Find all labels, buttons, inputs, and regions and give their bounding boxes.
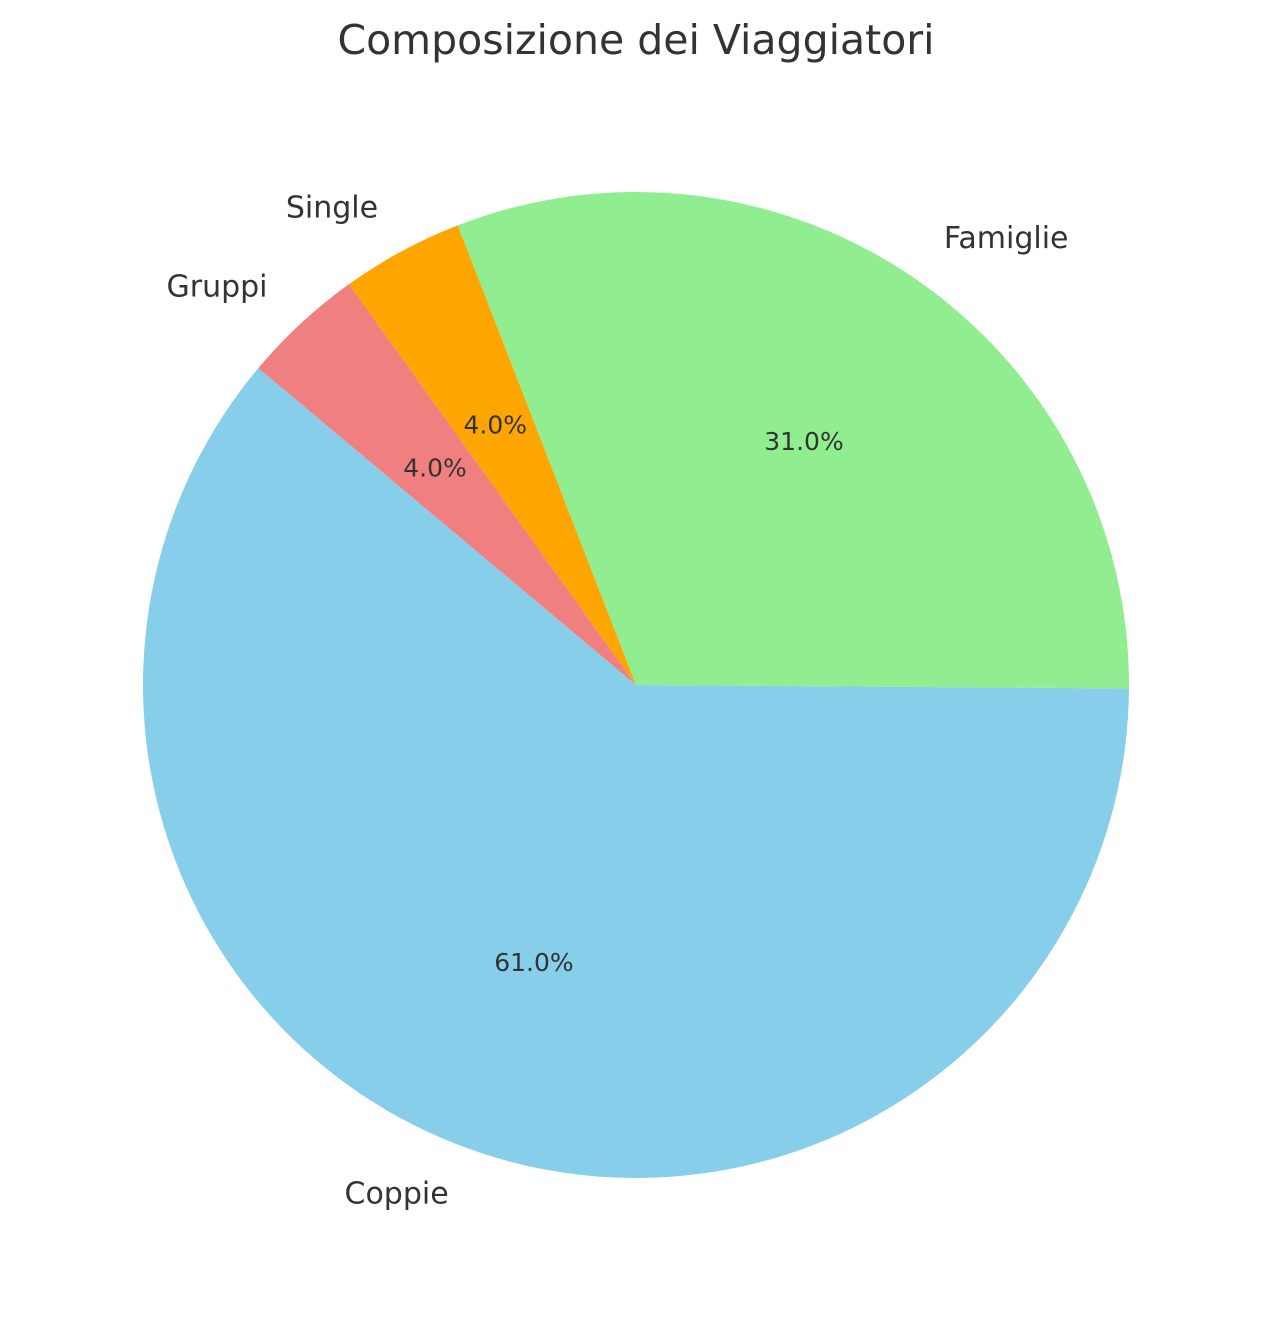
pie-slice-famiglie [457,191,1130,689]
slice-value-gruppi: 4.0% [403,454,467,483]
slice-value-single: 4.0% [464,410,528,439]
pie-slices [143,191,1130,1179]
slice-label-coppie: Coppie [345,1176,449,1211]
pie-labels: Coppie 61.0% Famiglie 31.0% Single 4.0% Gruppi… [166,191,1068,1212]
pie-slice-gruppi [258,284,636,685]
slice-label-famiglie: Famiglie [944,221,1069,256]
slice-label-single: Single [286,191,378,226]
slice-label-gruppi: Gruppi [166,270,267,305]
chart-title: Composizione dei Viaggiatori [337,16,934,64]
pie-slice-single [349,225,636,686]
slice-value-famiglie: 31.0% [764,427,843,456]
pie-slice-coppie [143,368,1129,1179]
slice-value-coppie: 61.0% [494,948,573,977]
